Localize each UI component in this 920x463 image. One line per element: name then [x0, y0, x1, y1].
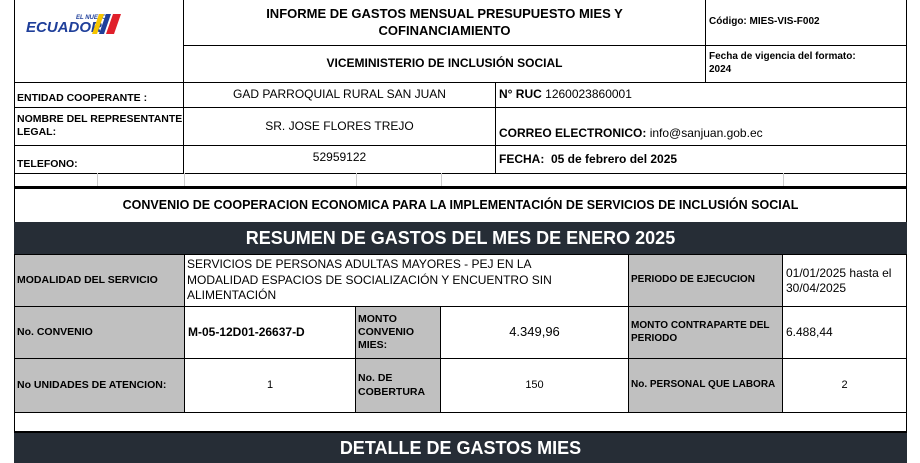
ruc-field: N° RUC 1260023860001 — [495, 82, 907, 108]
email-label: CORREO ELECTRONICO: — [499, 126, 647, 140]
logo-text: ECUADOR — [26, 19, 102, 36]
modality-value: SERVICIOS DE PERSONAS ADULTAS MAYORES - … — [184, 254, 629, 307]
convenio-number-label: No. CONVENIO — [14, 306, 185, 359]
email-field: CORREO ELECTRONICO: info@sanjuan.gob.ec — [495, 107, 907, 146]
contraparte-value: 6.488,44 — [782, 306, 907, 359]
report-subtitle: VICEMINISTERIO DE INCLUSIÓN SOCIAL — [183, 45, 706, 83]
logo-cell — [14, 0, 184, 83]
date-field: FECHA: 05 de febrero del 2025 — [495, 145, 907, 174]
entity-label: ENTIDAD COOPERANTE : — [14, 82, 184, 108]
phone-value: 52959122 — [183, 145, 496, 174]
contraparte-label: MONTO CONTRAPARTE DEL PERIODO — [628, 306, 783, 359]
representative-value: SR. JOSE FLORES TREJO — [183, 107, 496, 146]
ruc-value: 1260023860001 — [545, 87, 632, 101]
blank-row-2 — [14, 412, 907, 433]
monto-mies-value: 4.349,96 — [440, 306, 629, 359]
units-value: 1 — [184, 358, 356, 413]
detail-title: DETALLE DE GASTOS MIES — [14, 433, 907, 463]
ruc-label: N° RUC — [499, 87, 542, 101]
convenio-number-value: M-05-12D01-26637-D — [184, 306, 356, 359]
period-value: 01/01/2025 hasta el 30/04/2025 — [782, 254, 907, 307]
coverage-label: No. DE COBERTURA — [355, 358, 441, 413]
staff-value: 2 — [782, 358, 907, 413]
monto-mies-label: MONTO CONVENIO MIES: — [355, 306, 441, 359]
date-value: 05 de febrero del 2025 — [551, 151, 678, 166]
validity-label: Fecha de vigencia del formato: — [709, 51, 856, 62]
staff-label: No. PERSONAL QUE LABORA — [628, 358, 783, 413]
validity-year: 2024 — [709, 63, 732, 75]
form-code: Código: MIES-VIS-F002 — [705, 0, 907, 46]
format-validity: Fecha de vigencia del formato: 2024 — [705, 45, 907, 83]
phone-label: TELEFONO: — [14, 145, 184, 174]
email-value[interactable]: info@sanjuan.gob.ec — [649, 126, 763, 140]
convenio-title: CONVENIO DE COOPERACION ECONOMICA PARA L… — [14, 189, 907, 223]
blank-row — [14, 173, 907, 189]
units-label: No UNIDADES DE ATENCION: — [14, 358, 185, 413]
logo-small-text: EL NUEVO — [76, 15, 107, 21]
coverage-value: 150 — [440, 358, 629, 413]
date-label: FECHA: — [499, 151, 545, 166]
report-title: INFORME DE GASTOS MENSUAL PRESUPUESTO MI… — [183, 0, 706, 46]
entity-value: GAD PARROQUIAL RURAL SAN JUAN — [183, 82, 496, 108]
ecuador-logo: EL NUEVO ECUADOR — [26, 12, 126, 41]
period-label: PERIODO DE EJECUCION — [628, 254, 783, 307]
summary-title: RESUMEN DE GASTOS DEL MES DE ENERO 2025 — [14, 222, 907, 254]
modality-label: MODALIDAD DEL SERVICIO — [14, 254, 185, 307]
representative-label: NOMBRE DEL REPRESENTANTE LEGAL: — [14, 107, 184, 146]
